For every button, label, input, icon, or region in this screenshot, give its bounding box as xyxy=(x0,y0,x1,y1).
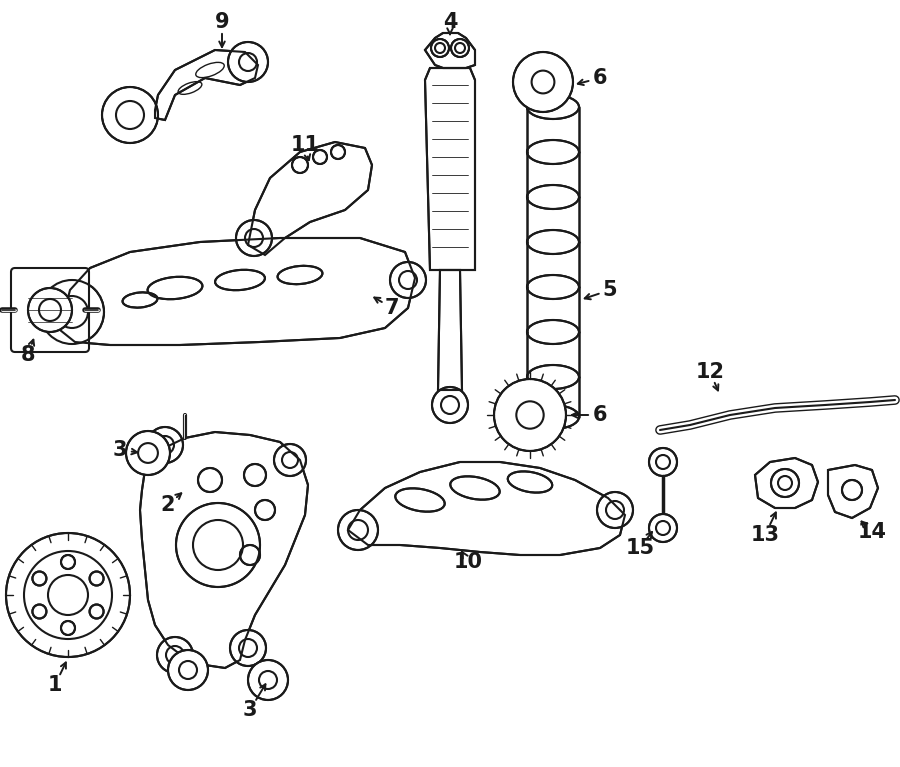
Circle shape xyxy=(255,500,275,520)
Ellipse shape xyxy=(277,266,322,285)
Circle shape xyxy=(61,555,75,569)
Circle shape xyxy=(244,464,266,486)
Circle shape xyxy=(390,262,426,298)
Circle shape xyxy=(176,503,260,587)
Polygon shape xyxy=(425,68,475,270)
Text: 3: 3 xyxy=(243,700,257,720)
Ellipse shape xyxy=(215,270,265,290)
Text: 9: 9 xyxy=(215,12,230,32)
Ellipse shape xyxy=(395,489,445,512)
Polygon shape xyxy=(60,238,415,345)
Circle shape xyxy=(338,510,378,550)
Circle shape xyxy=(331,145,345,159)
Circle shape xyxy=(494,379,566,451)
Text: 11: 11 xyxy=(291,135,319,155)
Polygon shape xyxy=(348,462,625,555)
FancyBboxPatch shape xyxy=(11,268,89,352)
Circle shape xyxy=(32,571,47,585)
Text: 7: 7 xyxy=(385,298,400,318)
Ellipse shape xyxy=(527,365,579,389)
Circle shape xyxy=(771,469,799,497)
Circle shape xyxy=(32,604,47,618)
Ellipse shape xyxy=(148,277,202,299)
Ellipse shape xyxy=(508,472,553,492)
Circle shape xyxy=(649,514,677,542)
Circle shape xyxy=(90,571,104,585)
Text: 8: 8 xyxy=(21,345,35,365)
Polygon shape xyxy=(155,50,258,120)
Circle shape xyxy=(236,220,272,256)
Circle shape xyxy=(102,87,158,143)
Text: 14: 14 xyxy=(858,522,886,542)
Text: 6: 6 xyxy=(593,68,608,88)
Circle shape xyxy=(313,150,327,164)
Text: 1: 1 xyxy=(48,675,62,695)
Text: 6: 6 xyxy=(593,405,608,425)
Circle shape xyxy=(6,533,130,657)
Circle shape xyxy=(292,157,308,173)
Circle shape xyxy=(240,545,260,565)
Circle shape xyxy=(431,39,449,57)
Circle shape xyxy=(198,468,222,492)
Polygon shape xyxy=(438,270,462,390)
Text: 10: 10 xyxy=(454,552,482,572)
Ellipse shape xyxy=(527,320,579,344)
Circle shape xyxy=(28,288,72,332)
Polygon shape xyxy=(140,432,308,668)
Circle shape xyxy=(432,387,468,423)
Ellipse shape xyxy=(527,405,579,429)
Circle shape xyxy=(842,480,862,500)
Circle shape xyxy=(513,52,573,112)
Polygon shape xyxy=(425,33,475,68)
Text: 5: 5 xyxy=(603,280,617,300)
Circle shape xyxy=(597,492,633,528)
Text: 3: 3 xyxy=(112,440,127,460)
Ellipse shape xyxy=(122,292,158,308)
Polygon shape xyxy=(248,142,372,255)
Ellipse shape xyxy=(527,185,579,209)
Ellipse shape xyxy=(450,476,500,499)
Polygon shape xyxy=(755,458,818,508)
Circle shape xyxy=(248,660,288,700)
Ellipse shape xyxy=(527,95,579,119)
Ellipse shape xyxy=(527,275,579,299)
Circle shape xyxy=(230,630,266,666)
Ellipse shape xyxy=(527,140,579,164)
Polygon shape xyxy=(828,465,878,518)
Circle shape xyxy=(90,604,104,618)
Ellipse shape xyxy=(527,230,579,254)
Text: 4: 4 xyxy=(443,12,457,32)
Text: 15: 15 xyxy=(626,538,654,558)
Circle shape xyxy=(168,650,208,690)
Text: 13: 13 xyxy=(751,525,779,545)
Circle shape xyxy=(147,427,183,463)
Circle shape xyxy=(649,448,677,476)
Text: 2: 2 xyxy=(161,495,176,515)
Circle shape xyxy=(61,621,75,635)
Circle shape xyxy=(40,280,104,344)
Circle shape xyxy=(126,431,170,475)
Circle shape xyxy=(451,39,469,57)
Circle shape xyxy=(274,444,306,476)
Text: 12: 12 xyxy=(696,362,725,382)
Circle shape xyxy=(228,42,268,82)
Circle shape xyxy=(157,637,193,673)
